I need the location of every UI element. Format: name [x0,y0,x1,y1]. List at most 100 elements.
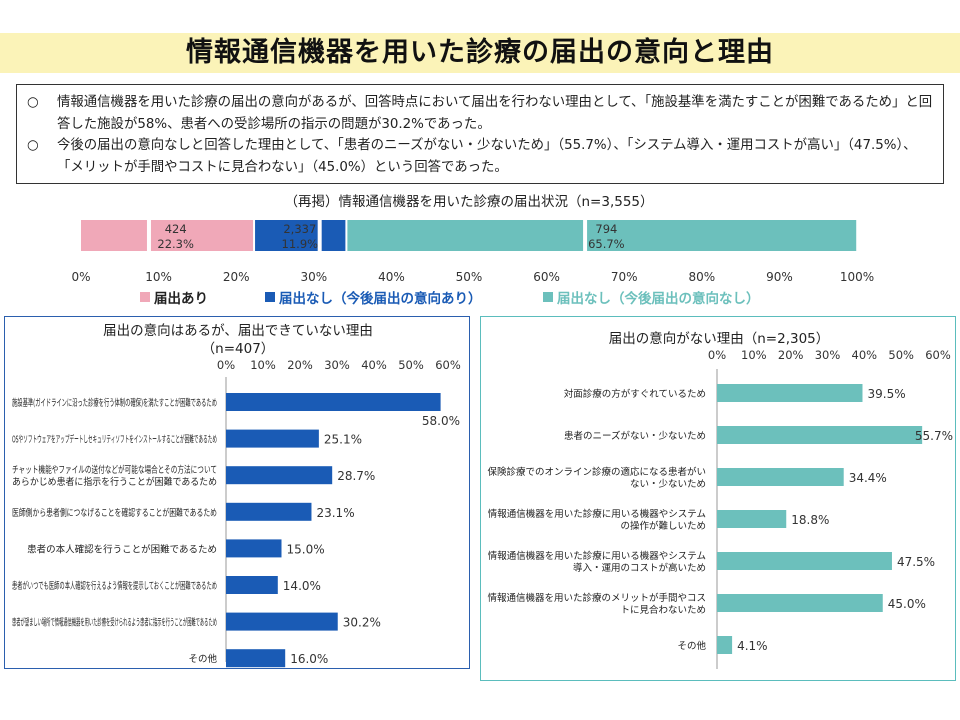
segment-percent-label: 22.3% [157,237,194,251]
stack-segment [346,220,857,251]
x-tick-label: 0% [217,358,235,372]
data-label: 30.2% [343,616,381,630]
segment-divider [317,220,322,251]
category-label: 情報通信機器を用いた診療のメリットが手間やコス [487,592,706,604]
x-tick-label: 80% [688,270,715,284]
category-label: 導入・運用のコストが高いため [573,562,706,574]
x-tick-label: 60% [435,358,461,372]
x-tick-label: 60% [533,270,560,284]
stacked-chart-title: （再掲）情報通信機器を用いた診療の届出状況（n=3,555） [284,194,654,210]
x-tick-label: 70% [611,270,638,284]
data-label: 45.0% [888,597,926,611]
data-bar [226,502,312,521]
x-tick-label: 90% [766,270,793,284]
left-chart-title: 届出の意向はあるが、届出できていない理由 [103,323,373,339]
x-tick-label: 50% [888,348,914,362]
legend-label: 届出あり [154,291,208,307]
category-label: 患者のニーズがない・少ないため [564,430,706,442]
category-label: 保険診療でのオンライン診療の適応になる患者がい [487,466,706,478]
stacked-bar-chart: 0% 10% 20% 30% 40% 50% 60% 70% 80% 90% 100% 42422.3… [71,220,874,284]
x-tick-label: 0% [708,348,726,362]
summary-line: ○ 情報通信機器を用いた診療の届出の意向があるが、回答時点において届出を行わない… [27,92,933,135]
category-label: チャット機能やファイルの送付などが可能な場合とその方法について [12,464,217,476]
x-tick-label: 40% [852,348,878,362]
summary-text: 今後の届出の意向なしと回答した理由として、「患者のニーズがない・少ないため」（5… [57,138,917,175]
legend-item-not-notified-no-intent: 届出なし（今後届出の意向なし） [543,287,760,307]
category-label: 施設基準(ガイドラインに沿った診療を行う体制の確保)を満たすことが困難であるため [12,397,217,409]
data-bar [717,510,787,528]
legend-label: 届出なし（今後届出の意向あり） [279,291,482,307]
category-label: トに見合わないため [620,604,706,616]
category-label: その他 [188,653,217,665]
category-label: ない・少ないため [630,479,706,490]
data-label: 34.4% [849,471,887,485]
category-label: 情報通信機器を用いた診療に用いる機器やシステム [488,508,706,520]
data-bar [717,594,883,612]
legend-item-notified: 届出あり [140,287,208,307]
category-label: あらかじめ患者に指示を行うことが困難であるため [12,476,217,488]
title-band [0,33,960,73]
data-bar [717,426,923,444]
data-label: 39.5% [867,387,905,401]
bullet-circle-icon: ○ [27,138,39,153]
x-tick-label: 10% [145,270,172,284]
category-label: 情報通信機器を用いた診療に用いる機器やシステム [488,550,706,562]
bullet-circle-icon: ○ [27,95,39,110]
segment-percent-label: 11.9% [282,237,319,251]
x-tick-label: 50% [456,270,483,284]
left-bar-chart: 0% 10% 20% 30% 40% 50% 60% 58.0% 施設基準(ガイドラインに沿った… [12,358,461,668]
left-chart-subtitle: （n=407） [201,341,275,357]
category-label: その他 [677,640,706,652]
data-bar [717,636,733,654]
x-tick-label: 20% [223,270,250,284]
stack-segment [254,220,347,251]
data-label: 58.0% [422,414,460,428]
x-tick-label: 30% [815,348,841,362]
right-chart-title: 届出の意向がない理由（n=2,305） [608,331,830,347]
x-tick-label: 40% [378,270,405,284]
data-label: 15.0% [287,542,325,556]
segment-divider [583,220,588,251]
segment-percent-label: 65.7% [588,237,625,251]
data-label: 4.1% [737,639,768,653]
segment-count-label: 424 [165,222,187,236]
data-label: 47.5% [897,555,935,569]
data-label: 18.8% [791,513,829,527]
page-title: 情報通信機器を用いた診療の届出の意向と理由 [186,37,774,68]
data-label: 14.0% [283,579,321,593]
segment-divider [345,220,348,251]
data-bar [226,393,441,411]
category-label: の操作が難しいため [620,520,706,532]
segment-count-label: 2,337 [283,222,316,236]
category-label: 医師側から患者側につなげることを確認することが困難であるため [12,507,217,519]
x-tick-label: 20% [287,358,313,372]
x-tick-label: 50% [398,358,424,372]
data-bar [226,612,338,631]
x-tick-label: 100% [840,270,874,284]
x-tick-label: 20% [778,348,804,362]
data-bar [717,468,844,486]
legend-swatch [265,292,275,302]
segment-count-label: 794 [595,222,617,236]
segment-divider [253,220,256,251]
x-tick-label: 60% [925,348,951,362]
segment-divider [146,220,151,251]
data-label: 55.7% [915,429,953,443]
x-tick-label: 0% [71,270,90,284]
data-bar [717,384,863,402]
category-label: 患者の本人確認を行うことが困難であるため [27,543,217,555]
left-chart-panel: 届出の意向はあるが、届出できていない理由 （n=407） 0% 10% 20% 30%… [4,316,470,669]
data-label: 23.1% [316,506,354,520]
legend-item-not-notified-intent: 届出なし（今後届出の意向あり） [265,287,482,307]
right-chart-panel: 届出の意向がない理由（n=2,305） 0% 10% 20% 30% 40% 50% 60%… [480,316,956,681]
summary-line: ○ 今後の届出の意向なしと回答した理由として、「患者のニーズがない・少ないため」… [27,135,933,178]
data-label: 25.1% [324,433,362,447]
x-tick-label: 30% [300,270,327,284]
right-bar-chart: 0% 10% 20% 30% 40% 50% 60% 39.5% 対面診療の方がすぐれているため… [487,348,953,669]
data-bar [226,466,333,485]
legend-label: 届出なし（今後届出の意向なし） [557,291,760,307]
category-label: OSやソフトウェアをアップデートしセキュリティソフトをインストールすることが困難… [12,434,217,446]
summary-text: 情報通信機器を用いた診療の届出の意向があるが、回答時点において届出を行わない理由… [57,95,933,132]
data-label: 16.0% [290,652,328,666]
data-bar [717,552,892,570]
